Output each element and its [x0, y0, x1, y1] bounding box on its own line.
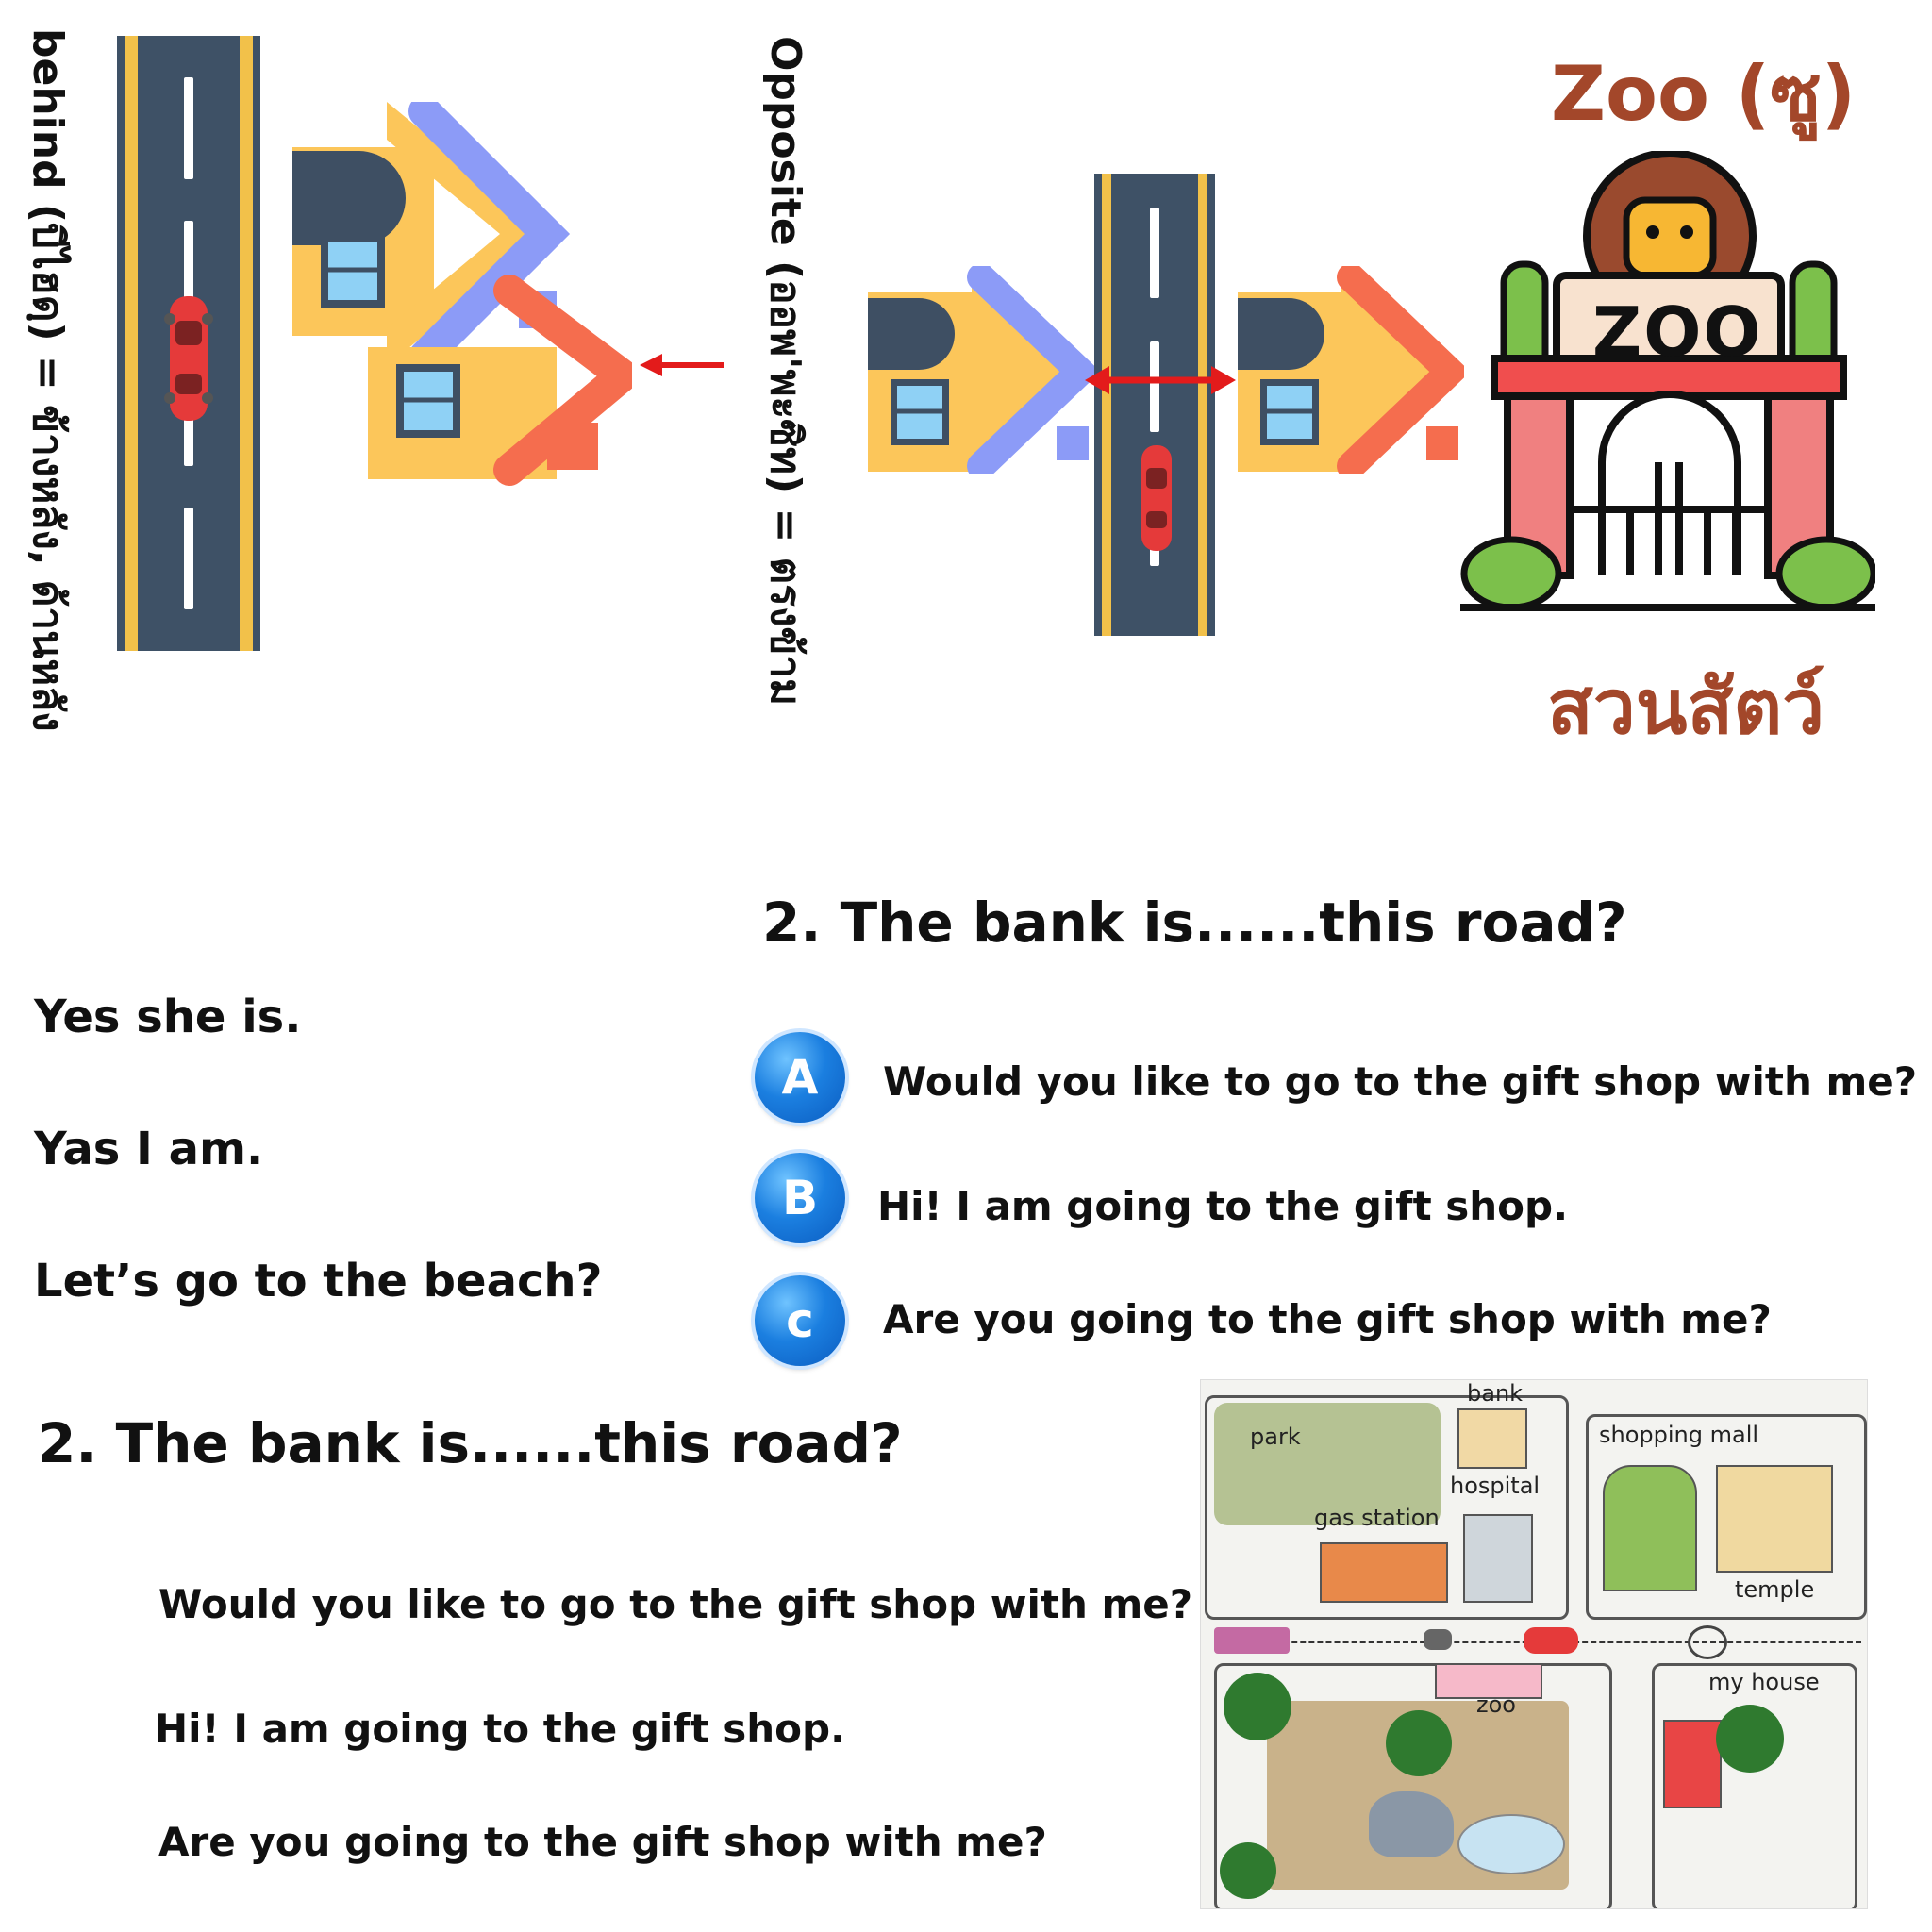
- car-icon: [1141, 445, 1172, 551]
- bank-icon: [1457, 1408, 1527, 1469]
- map-label-shopping-mall: shopping mall: [1599, 1422, 1759, 1448]
- option-b-badge[interactable]: B: [755, 1153, 845, 1243]
- behind-caption: behind (บีไฮดฺ) = ข้างหลัง, ด้านหลัง: [24, 28, 72, 732]
- car-icon: [1524, 1627, 1578, 1654]
- answer-1: Yes she is.: [34, 991, 302, 1043]
- map-label-park: park: [1250, 1424, 1301, 1450]
- tree-icon: [1386, 1710, 1452, 1776]
- map-label-bank: bank: [1467, 1380, 1524, 1407]
- temple-icon: [1716, 1465, 1833, 1573]
- answer-3: Let’s go to the beach?: [34, 1255, 603, 1307]
- option-c-text[interactable]: Are you going to the gift shop with me?: [883, 1296, 1772, 1342]
- hospital-icon: [1463, 1514, 1533, 1603]
- option-b-text[interactable]: Hi! I am going to the gift shop.: [877, 1183, 1569, 1229]
- truck-icon: [1214, 1627, 1290, 1654]
- motorbike-icon: [1424, 1629, 1452, 1650]
- elephant-icon: [1369, 1791, 1454, 1857]
- map-block-bottom-left: [1214, 1663, 1612, 1908]
- map-label-hospital: hospital: [1450, 1473, 1541, 1499]
- option-a-text[interactable]: Would you like to go to the gift shop wi…: [883, 1058, 1918, 1105]
- zoo-gate-icon: [1460, 151, 1875, 611]
- option-c-badge[interactable]: c: [755, 1275, 845, 1366]
- zoo-gate-map-icon: [1435, 1663, 1542, 1699]
- tree-icon: [1220, 1842, 1276, 1899]
- map-label-my-house: my house: [1708, 1669, 1820, 1695]
- pond-icon: [1457, 1814, 1565, 1874]
- zoo-thai-label: สวนสัตว์: [1547, 663, 1825, 751]
- map-block-top-left: [1205, 1395, 1569, 1620]
- question-bottom: 2. The bank is......this road?: [38, 1411, 903, 1475]
- answer-2: Yas I am.: [34, 1123, 264, 1175]
- bicycle-icon: [1688, 1625, 1727, 1659]
- bottom-option-2: Hi! I am going to the gift shop.: [155, 1706, 846, 1752]
- road-middle: [1094, 174, 1215, 636]
- tree-icon: [1716, 1705, 1784, 1773]
- map-label-temple: temple: [1735, 1576, 1815, 1603]
- map-label-zoo: zoo: [1476, 1691, 1516, 1718]
- house-behind-icon: [292, 102, 632, 486]
- map-block-top-right: [1586, 1414, 1867, 1620]
- park-area: [1214, 1403, 1441, 1525]
- zoo-sign-text: ZOO: [1592, 292, 1763, 372]
- arrow-icon: [640, 354, 724, 376]
- opposite-caption: Opposite (ออพ'พะซิท) = ตรงข้าม: [761, 36, 809, 707]
- gas-station-icon: [1320, 1542, 1448, 1603]
- map-block-bottom-right: [1652, 1663, 1857, 1908]
- road-left: [117, 36, 260, 651]
- tree-icon: [1224, 1673, 1291, 1740]
- house-opposite-right-icon: [1238, 266, 1464, 474]
- town-map: park bank hospital gas station shopping …: [1200, 1379, 1868, 1909]
- question-top: 2. The bank is......this road?: [762, 891, 1627, 955]
- car-icon: [164, 296, 213, 421]
- house-opposite-left-icon: [868, 266, 1094, 474]
- my-house-icon: [1663, 1720, 1722, 1808]
- double-arrow-icon: [1085, 366, 1236, 394]
- map-label-gas-station: gas station: [1314, 1505, 1440, 1531]
- bottom-option-1: Would you like to go to the gift shop wi…: [158, 1581, 1193, 1627]
- bottom-option-3: Are you going to the gift shop with me?: [158, 1819, 1047, 1865]
- option-a-badge[interactable]: A: [755, 1032, 845, 1123]
- shopping-mall-icon: [1603, 1465, 1697, 1591]
- zoo-title: Zoo (ซู): [1551, 50, 1857, 138]
